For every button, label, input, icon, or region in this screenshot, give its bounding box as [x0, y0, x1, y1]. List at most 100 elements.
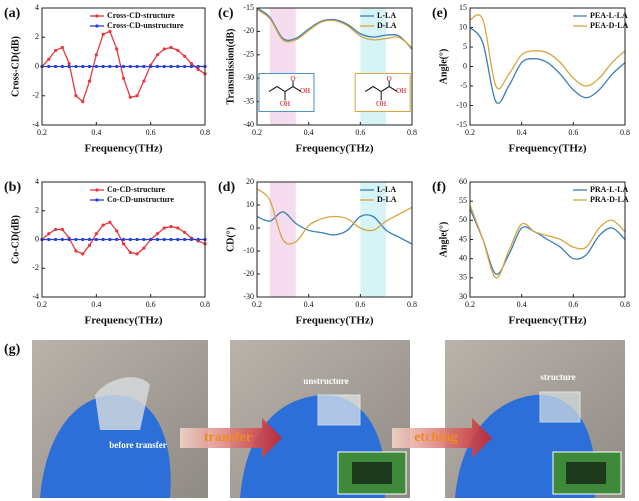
x-tick-label: 0.6 — [568, 300, 578, 309]
y-axis-label: Cross-CD(dB) — [10, 36, 21, 97]
y-tick-label: 40 — [459, 253, 467, 262]
arrow-label: etching — [414, 430, 458, 445]
panel-label: (g) — [4, 342, 21, 357]
x-tick-label: 0.6 — [355, 128, 365, 137]
data-point — [128, 237, 132, 242]
data-point — [162, 47, 166, 51]
data-point — [101, 237, 105, 242]
legend-label: D-LA — [377, 195, 397, 204]
data-point — [135, 94, 139, 98]
y-tick-label: 4 — [35, 177, 39, 186]
film — [95, 377, 150, 430]
y-tick-label: 55 — [459, 196, 467, 205]
data-point — [149, 237, 153, 242]
highlight-band — [360, 182, 387, 297]
data-point — [176, 226, 180, 230]
data-point — [162, 226, 166, 230]
inset-sample — [566, 462, 606, 484]
y-tick-label: -10 — [456, 100, 467, 109]
data-point — [142, 246, 146, 250]
y-axis-label: Angle(°) — [438, 222, 449, 258]
data-point — [53, 237, 58, 242]
x-tick-label: 0.8 — [620, 128, 630, 137]
data-point — [53, 48, 58, 53]
data-point — [60, 237, 64, 242]
x-tick-label: 0.2 — [37, 300, 47, 309]
y-tick-label: 0 — [463, 61, 467, 70]
data-point — [128, 95, 132, 99]
caption: structure — [540, 372, 575, 382]
y-tick-label: 60 — [459, 177, 467, 186]
data-point — [155, 237, 160, 242]
data-point — [169, 237, 173, 242]
y-tick-label: 35 — [459, 273, 467, 282]
y-axis-label: Transmission(dB) — [225, 29, 236, 105]
data-point — [81, 64, 85, 69]
data-point — [115, 47, 119, 51]
atom-label: O — [387, 75, 392, 83]
inset-box — [258, 73, 315, 113]
x-tick-label: 0.4 — [91, 128, 101, 137]
legend-label: PRA-L-LA — [590, 185, 628, 194]
data-point — [53, 64, 58, 69]
data-point — [81, 237, 85, 242]
y-tick-label: 15 — [459, 3, 467, 12]
y-tick-label: 2 — [35, 32, 39, 41]
data-point — [196, 237, 200, 242]
data-point — [67, 237, 71, 242]
y-tick-label: -10 — [243, 246, 254, 255]
y-tick-label: -20 — [243, 269, 254, 278]
data-point — [142, 79, 146, 83]
data-point — [94, 232, 98, 236]
x-tick-label: 0.4 — [91, 300, 101, 309]
plot-frame — [469, 7, 626, 126]
caption: unstructure — [303, 376, 348, 386]
y-tick-label: -40 — [243, 120, 254, 129]
data-point — [183, 237, 187, 242]
data-point — [60, 227, 64, 232]
y-tick-label: 10 — [246, 200, 254, 209]
y-tick-label: 0 — [250, 223, 254, 232]
legend-label: L-LA — [377, 11, 396, 20]
data-point — [81, 252, 85, 256]
data-point — [162, 64, 166, 69]
plot-frame — [469, 181, 626, 298]
y-tick-label: -35 — [243, 96, 254, 105]
data-point — [101, 223, 105, 227]
data-point — [108, 220, 112, 224]
inset-box — [354, 73, 411, 113]
legend-marker — [95, 198, 99, 202]
panel-label: (c) — [218, 6, 234, 21]
data-point — [149, 64, 153, 69]
data-point — [87, 237, 92, 242]
data-point — [128, 250, 132, 255]
series-line — [256, 211, 413, 245]
x-tick-label: 0.2 — [465, 128, 475, 137]
x-axis-label: Frequency(THz) — [508, 143, 586, 155]
x-tick-label: 0.6 — [146, 300, 156, 309]
data-point — [183, 64, 187, 69]
data-point — [87, 243, 92, 247]
data-point — [176, 237, 180, 242]
panel-label: (a) — [4, 6, 21, 21]
x-tick-label: 0.2 — [465, 300, 475, 309]
y-axis-label: Angle(°) — [438, 49, 449, 85]
x-tick-label: 0.8 — [200, 300, 210, 309]
x-tick-label: 0.2 — [252, 300, 262, 309]
y-tick-label: -20 — [243, 26, 254, 35]
legend-label: PRA-D-LA — [590, 195, 629, 204]
atom-label: OH — [280, 100, 290, 108]
data-point — [135, 64, 139, 69]
x-tick-label: 0.6 — [568, 128, 578, 137]
data-point — [196, 64, 200, 69]
arrow-label: transfer — [204, 430, 252, 445]
x-axis-label: Frequency(THz) — [295, 143, 373, 155]
data-point — [142, 64, 146, 69]
data-point — [135, 252, 139, 256]
x-tick-label: 0.4 — [517, 300, 527, 309]
legend-label: Cross-CD-structure — [107, 11, 175, 20]
chart-panel: (c) -40 -35 -30 -25 -20 -15 0.2 0.4 0.6 0.8 Frequen… — [218, 3, 417, 155]
atom-label: OH — [396, 87, 406, 95]
data-point — [169, 45, 173, 50]
y-tick-label: 10 — [459, 22, 467, 31]
